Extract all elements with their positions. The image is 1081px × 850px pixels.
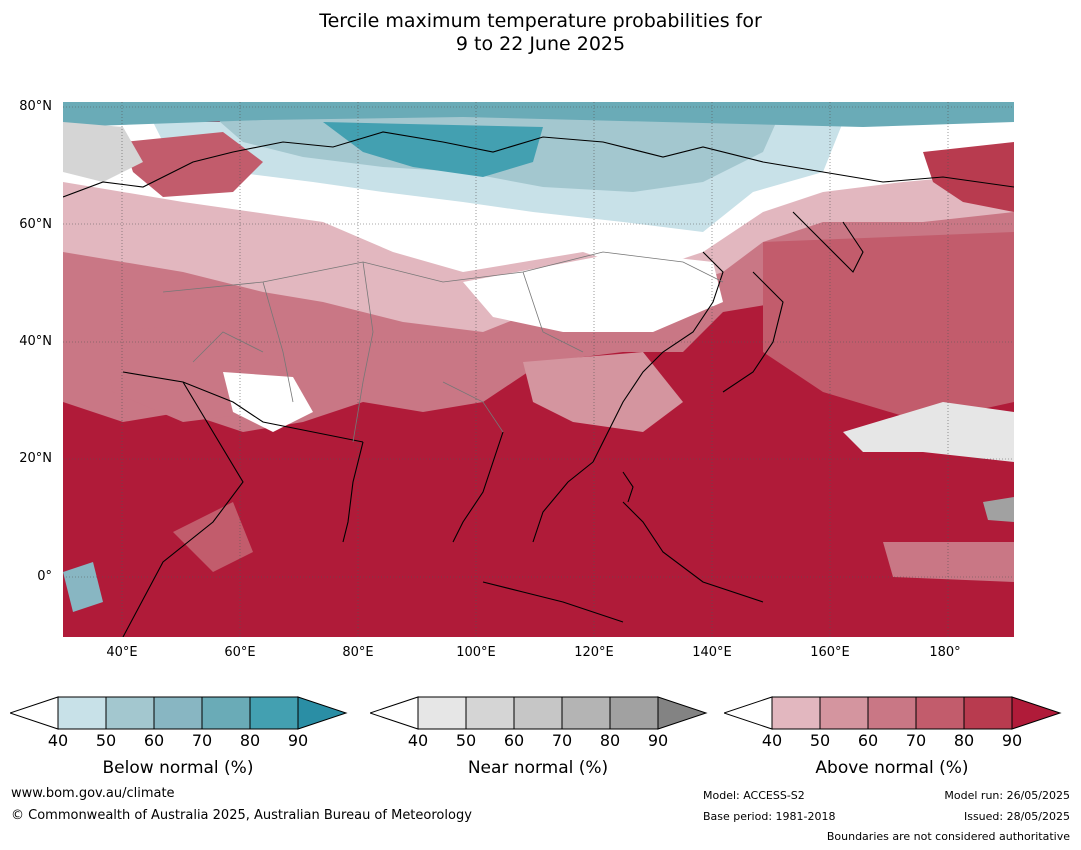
legend-above-tick-70: 70 [905,731,927,750]
region-nearnormal-grey-east [983,497,1014,522]
colorbar-segment [724,696,773,730]
legend-near-tick-40: 40 [407,731,429,750]
legend-below-tick-70: 70 [191,731,213,750]
legend-above-tick-50: 50 [809,731,831,750]
colorbar-segment [657,696,708,730]
colorbar-segment [201,696,251,730]
colorbar-segment [513,696,563,730]
copyright-notice: © Commonwealth of Australia 2025, Austra… [11,808,472,823]
colorbar-segment [57,696,107,730]
colorbar-near-normal [370,696,708,730]
region-chukotka-red [923,142,1014,212]
legend-above-normal [724,696,1062,730]
legend-below-title: Below normal (%) [102,758,254,778]
region-pacific-north-pink [763,232,1014,422]
lat-label-40n: 40°N [19,334,52,349]
legend-below-normal [10,696,348,730]
legend-below-tick-80: 80 [239,731,261,750]
lat-label-80n: 80°N [19,99,52,114]
colorbar-segment [915,696,965,730]
region-indian-ocean-edge [173,502,253,572]
legend-near-tick-80: 80 [599,731,621,750]
site-url: www.bom.gov.au/climate [11,786,175,801]
legend-near-tick-70: 70 [551,731,573,750]
lon-label-140e: 140°E [692,645,732,660]
region-africa-blue-patch [63,562,103,612]
colorbar-segment [963,696,1013,730]
region-siberia-blue-dark [323,122,543,177]
lon-label-180: 180° [929,645,961,660]
country-borders [162,251,724,443]
colorbar-segment [417,696,467,730]
colorbar-segment [771,696,821,730]
legend-near-tick-60: 60 [503,731,525,750]
colorbar-segment [465,696,515,730]
boundary-note: Boundaries are not considered authoritat… [826,830,1070,843]
legend-below-tick-50: 50 [95,731,117,750]
legend-below-tick-60: 60 [143,731,165,750]
colorbar-segment [153,696,203,730]
legend-below-tick-90: 90 [287,731,309,750]
map-title-line-1: Tercile maximum temperature probabilitie… [319,10,762,32]
legend-above-tick-80: 80 [953,731,975,750]
lat-label-0: 0° [37,569,52,584]
region-arctic-edge-blue [63,102,1014,127]
region-equatorial-pacific-pink [883,542,1014,582]
lon-label-40e: 40°E [106,645,138,660]
colorbar-segment [561,696,611,730]
legend-near-normal [370,696,708,730]
legend-above-tick-60: 60 [857,731,879,750]
model-run-label: Model run: 26/05/2025 [944,789,1070,802]
map-title-line-2: 9 to 22 June 2025 [455,33,626,55]
probability-map [63,102,1014,637]
legend-near-tick-50: 50 [455,731,477,750]
lon-label-80e: 80°E [342,645,374,660]
base-period-label: Base period: 1981-2018 [703,810,836,823]
colorbar-segment [105,696,155,730]
legend-above-tick-90: 90 [1001,731,1023,750]
legend-near-tick-90: 90 [647,731,669,750]
region-pacific-white-patch [843,402,1014,462]
region-iran-white [223,372,313,432]
lat-label-20n: 20°N [19,451,52,466]
lon-label-160e: 160°E [810,645,850,660]
lon-label-100e: 100°E [456,645,496,660]
region-scandinavia-red [123,132,263,197]
colorbar-segment [297,696,348,730]
legend-above-title: Above normal (%) [815,758,969,778]
colorbar-below-normal [10,696,348,730]
issued-label: Issued: 28/05/2025 [963,810,1070,823]
legend-above-tick-40: 40 [761,731,783,750]
lon-label-120e: 120°E [574,645,614,660]
colorbar-segment [867,696,917,730]
model-label: Model: ACCESS-S2 [703,789,805,802]
colorbar-segment [370,696,419,730]
lon-label-60e: 60°E [224,645,256,660]
coastlines [63,131,1014,637]
colorbar-segment [249,696,299,730]
colorbar-above-normal [724,696,1062,730]
lat-label-60n: 60°N [19,217,52,232]
region-northwest-grey [63,122,143,182]
legend-near-title: Near normal (%) [467,758,609,778]
legend-below-tick-40: 40 [47,731,69,750]
colorbar-segment [609,696,659,730]
colorbar-segment [10,696,59,730]
colorbar-segment [1011,696,1062,730]
gridlines [63,102,1014,637]
region-mongolia-white [463,252,723,332]
colorbar-segment [819,696,869,730]
